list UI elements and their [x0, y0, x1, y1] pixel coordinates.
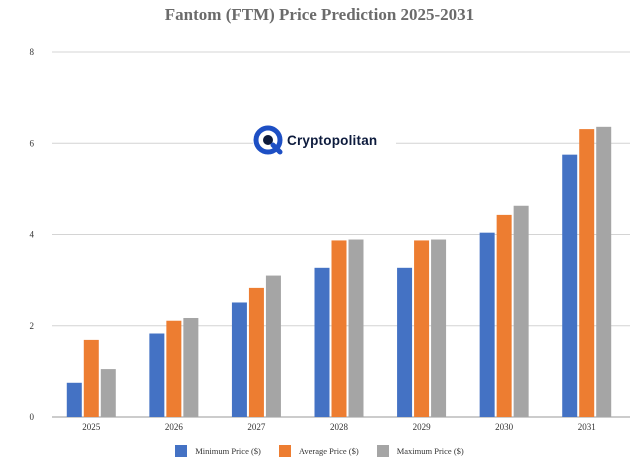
legend-item: Average Price ($) [278, 445, 359, 457]
bar [149, 333, 165, 417]
x-tick-label: 2031 [578, 422, 596, 432]
watermark-text: Cryptopolitan [287, 132, 378, 148]
bar [183, 317, 199, 417]
legend: Minimum Price ($) Average Price ($) Maximu… [0, 445, 639, 457]
legend-label: Average Price ($) [298, 446, 359, 456]
x-tick-label: 2030 [495, 422, 514, 432]
bar [596, 126, 612, 417]
legend-swatch [175, 445, 188, 457]
y-tick-label: 4 [30, 230, 35, 240]
bar [479, 232, 495, 417]
legend-swatch [376, 445, 389, 457]
y-tick-label: 6 [30, 138, 35, 148]
bar [348, 239, 364, 417]
bar [265, 275, 281, 417]
watermark: Cryptopolitan [253, 124, 396, 156]
bar [314, 267, 330, 417]
legend-item: Minimum Price ($) [175, 445, 261, 457]
bar [397, 267, 413, 417]
x-tick-label: 2026 [165, 422, 184, 432]
legend-item: Maximum Price ($) [376, 445, 464, 457]
bar [579, 129, 595, 417]
legend-label: Maximum Price ($) [396, 446, 464, 456]
bar [100, 369, 116, 417]
legend-swatch [278, 445, 291, 457]
y-tick-label: 2 [30, 321, 35, 331]
x-tick-label: 2025 [82, 422, 101, 432]
bar [331, 240, 347, 417]
bar [562, 154, 578, 417]
bars [66, 126, 612, 417]
bar [414, 240, 430, 417]
y-axis-ticks: 0 2 4 6 8 [30, 47, 35, 422]
x-tick-label: 2027 [247, 422, 266, 432]
bar [513, 205, 529, 417]
legend-label: Minimum Price ($) [195, 446, 261, 456]
x-tick-label: 2028 [330, 422, 349, 432]
chart-title: Fantom (FTM) Price Prediction 2025-2031 [164, 5, 475, 24]
bar [496, 214, 512, 417]
y-tick-label: 0 [30, 412, 35, 422]
bar [231, 302, 247, 417]
x-tick-label: 2029 [413, 422, 432, 432]
cryptopolitan-logo-icon [253, 125, 283, 155]
bar [431, 239, 447, 417]
x-axis-ticks: 2025 2026 2027 2028 2029 2030 2031 [82, 422, 595, 432]
bar [166, 320, 182, 417]
y-tick-label: 8 [30, 47, 35, 57]
bar [248, 287, 264, 417]
bar [83, 339, 99, 417]
bar [66, 382, 82, 417]
